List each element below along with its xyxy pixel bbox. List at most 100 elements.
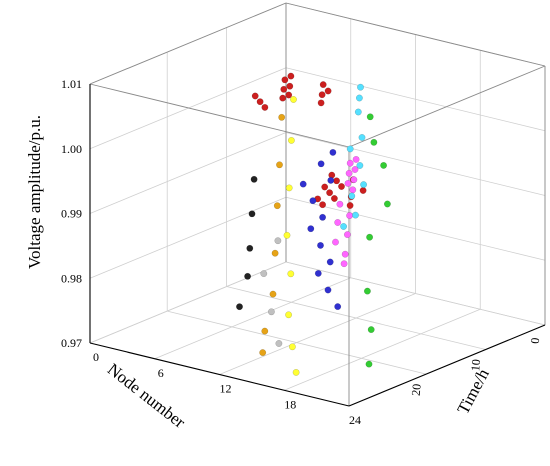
- data-point: [351, 166, 359, 173]
- box-edge: [285, 2, 546, 67]
- data-point: [290, 96, 297, 103]
- data-point: [327, 176, 335, 184]
- data-point: [352, 211, 359, 219]
- data-point: [319, 201, 327, 209]
- data-point: [341, 250, 349, 258]
- wall-gridline: [285, 196, 546, 261]
- data-point: [287, 136, 295, 144]
- data-point: [299, 180, 307, 188]
- data-point: [281, 76, 289, 84]
- data-point: [324, 87, 332, 95]
- data-point: [317, 241, 324, 249]
- data-point: [259, 349, 267, 357]
- z-tick-label: 0.97: [61, 336, 82, 350]
- tick-labels: 0.97 0.98 0.99 1.00 1.01 0 10 20 0 6 12 18 24: [61, 77, 542, 427]
- z-tick-label: 1.01: [61, 77, 82, 91]
- data-point: [236, 303, 243, 311]
- data-point: [346, 159, 354, 167]
- data-point: [366, 113, 374, 121]
- wall-gridline: [285, 132, 546, 196]
- data-point: [287, 72, 295, 80]
- data-point: [329, 148, 337, 156]
- data-point: [346, 145, 354, 153]
- data-point: [319, 81, 327, 89]
- x-tick-label: 10: [468, 359, 483, 372]
- data-point: [346, 212, 354, 220]
- z-tick-label: 1.00: [61, 142, 82, 156]
- data-point: [275, 340, 283, 347]
- z-axis-title: Voltage amplitude/p.u.: [25, 115, 44, 269]
- x-axis-title: Node number: [104, 360, 189, 432]
- wall-gridline: [89, 261, 287, 344]
- data-point: [338, 183, 345, 190]
- data-point: [250, 175, 258, 183]
- data-point: [370, 138, 378, 146]
- data-point: [357, 83, 364, 91]
- data-point: [314, 269, 322, 277]
- y-tick-label: 24: [349, 413, 361, 427]
- data-point: [346, 202, 354, 209]
- data-points: [236, 72, 391, 376]
- data-point: [261, 327, 269, 335]
- data-point: [380, 161, 388, 169]
- data-point: [287, 270, 295, 278]
- data-point: [330, 195, 338, 202]
- y-axis-line: [348, 324, 546, 407]
- data-point: [292, 368, 300, 376]
- data-point: [286, 82, 294, 90]
- data-point: [348, 192, 356, 200]
- data-point: [256, 98, 264, 106]
- data-point: [307, 225, 315, 233]
- data-point: [340, 260, 348, 268]
- data-point: [273, 202, 281, 210]
- data-point: [261, 103, 269, 111]
- wall-gridline: [285, 67, 546, 132]
- data-point: [279, 94, 287, 102]
- y-tick-label: 6: [158, 366, 164, 380]
- data-point: [244, 272, 252, 280]
- data-point: [352, 155, 360, 163]
- data-point: [269, 290, 277, 298]
- x-tick-label: 20: [409, 383, 424, 396]
- data-point: [317, 160, 325, 168]
- data-point: [248, 210, 256, 218]
- data-point: [285, 91, 293, 99]
- y-axis-title: Time/h: [453, 365, 493, 417]
- data-point: [334, 219, 342, 226]
- x-axis-line: [89, 342, 350, 407]
- box-edge: [89, 83, 350, 148]
- data-point: [271, 249, 279, 257]
- box-edge: [348, 65, 546, 148]
- data-point: [288, 343, 296, 351]
- y-tick-label: 12: [220, 382, 232, 396]
- wall-gridline: [89, 132, 287, 214]
- data-point: [276, 161, 283, 169]
- data-point: [267, 308, 275, 316]
- data-point: [326, 189, 334, 197]
- data-point: [336, 200, 344, 208]
- data-point: [350, 176, 358, 184]
- data-point: [321, 183, 329, 191]
- data-point: [317, 99, 325, 107]
- x-tick-label: 0: [528, 337, 542, 344]
- y-tick-label: 18: [284, 397, 296, 411]
- data-point: [260, 270, 268, 278]
- data-point: [344, 179, 352, 187]
- data-point: [349, 186, 357, 194]
- wall-gridline: [285, 261, 546, 326]
- wall-gridline: [89, 196, 287, 279]
- floor-gridline: [284, 308, 481, 391]
- chart-frame: [89, 2, 546, 407]
- data-point: [358, 134, 366, 141]
- data-point: [366, 233, 374, 241]
- data-point: [332, 238, 339, 246]
- floor-gridline: [219, 293, 416, 375]
- data-point: [363, 287, 371, 295]
- data-point: [334, 303, 342, 311]
- data-point: [355, 94, 363, 102]
- floor-gridline: [154, 277, 351, 360]
- z-tick-label: 0.98: [61, 271, 82, 285]
- data-point: [285, 311, 293, 319]
- data-point: [343, 231, 351, 239]
- data-point: [283, 231, 291, 239]
